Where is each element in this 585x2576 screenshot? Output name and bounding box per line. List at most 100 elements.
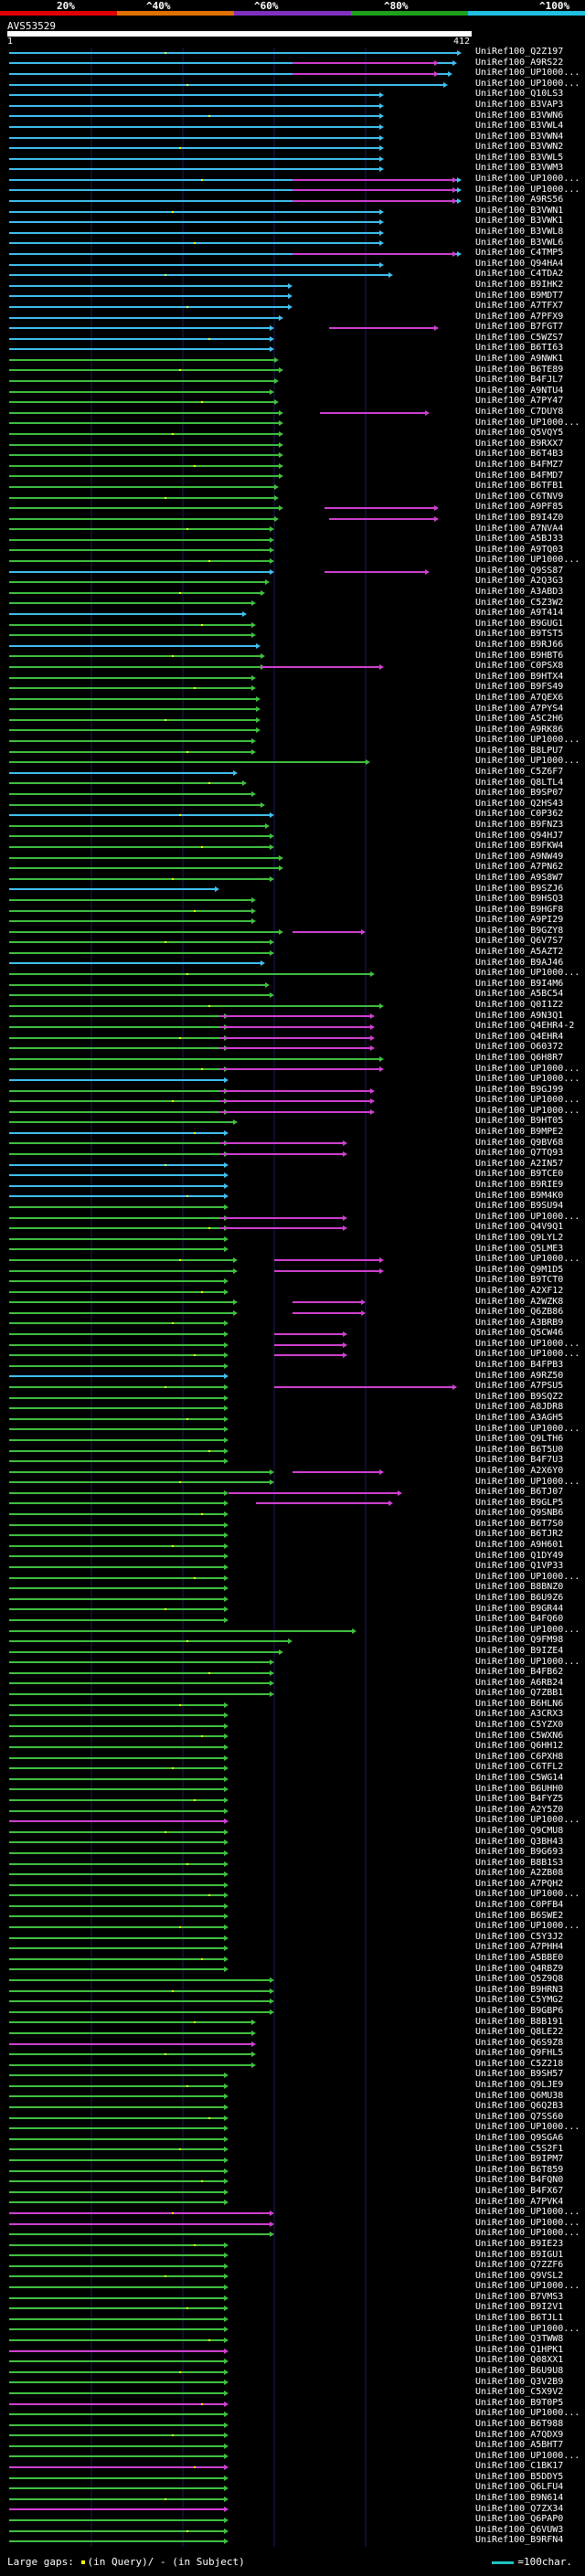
- hit-label[interactable]: UniRef100_B6TJ07: [475, 1487, 564, 1497]
- hit-label[interactable]: UniRef100_B3VWL5: [475, 153, 564, 163]
- hit-label[interactable]: UniRef100_A9PI29: [475, 915, 564, 925]
- hit-label[interactable]: UniRef100_A7PSU5: [475, 1381, 564, 1391]
- hit-label[interactable]: UniRef100_C5Y3J2: [475, 1932, 564, 1942]
- hit-label[interactable]: UniRef100_A9RS56: [475, 195, 564, 205]
- hit-label[interactable]: UniRef100_A9T414: [475, 608, 564, 618]
- hit-label[interactable]: UniRef100_B9I4Z0: [475, 513, 564, 523]
- hit-label[interactable]: UniRef100_B7FGT7: [475, 322, 564, 332]
- hit-label[interactable]: UniRef100_B9MDT7: [475, 291, 564, 301]
- hit-label[interactable]: UniRef100_C6PXH8: [475, 1752, 564, 1762]
- hit-label[interactable]: UniRef100_A5BHT7: [475, 2440, 564, 2450]
- hit-label[interactable]: UniRef100_Q5LME3: [475, 1244, 564, 1254]
- hit-label[interactable]: UniRef100_A7PVK4: [475, 2197, 564, 2207]
- hit-label[interactable]: UniRef100_B9SP07: [475, 788, 564, 798]
- hit-label[interactable]: UniRef100_A7PQH2: [475, 1879, 564, 1889]
- hit-label[interactable]: UniRef100_B6T4B3: [475, 449, 564, 459]
- hit-label[interactable]: UniRef100_B4FMZ7: [475, 460, 564, 470]
- hit-label[interactable]: UniRef100_B6U9U8: [475, 2366, 564, 2376]
- hit-label[interactable]: UniRef100_Q1HPK1: [475, 2345, 564, 2355]
- hit-label[interactable]: UniRef100_Q2HS43: [475, 799, 564, 809]
- hit-label[interactable]: UniRef100_A2ZB08: [475, 1868, 564, 1878]
- hit-label[interactable]: UniRef100_Q5Z9Q8: [475, 1974, 564, 1984]
- hit-label[interactable]: UniRef100_UP1000...: [475, 2228, 580, 2238]
- hit-label[interactable]: UniRef100_B9RFN4: [475, 2535, 564, 2545]
- hit-label[interactable]: UniRef100_Q7ZBB1: [475, 1688, 564, 1698]
- hit-label[interactable]: UniRef100_B9HSQ3: [475, 894, 564, 904]
- hit-label[interactable]: UniRef100_A7TFX7: [475, 301, 564, 311]
- hit-label[interactable]: UniRef100_B9GUG1: [475, 619, 564, 629]
- hit-label[interactable]: UniRef100_B8BNZ0: [475, 1582, 564, 1592]
- hit-label[interactable]: UniRef100_B9SU94: [475, 1201, 564, 1211]
- hit-label[interactable]: UniRef100_UP1000...: [475, 2207, 580, 2217]
- hit-label[interactable]: UniRef100_B9RXX7: [475, 439, 564, 449]
- hit-label[interactable]: UniRef100_B4FQN0: [475, 2175, 564, 2185]
- hit-label[interactable]: UniRef100_A9RZ50: [475, 1371, 564, 1381]
- hit-label[interactable]: UniRef100_A6RB24: [475, 1678, 564, 1688]
- hit-label[interactable]: UniRef100_A9PF85: [475, 502, 564, 512]
- hit-label[interactable]: UniRef100_Q9BV68: [475, 1138, 564, 1148]
- hit-label[interactable]: UniRef100_A2Y5Z0: [475, 1805, 564, 1815]
- hit-label[interactable]: UniRef100_B9GBP6: [475, 2006, 564, 2016]
- hit-label[interactable]: UniRef100_A5BC54: [475, 989, 564, 999]
- hit-label[interactable]: UniRef100_B9SH57: [475, 2069, 564, 2079]
- hit-label[interactable]: UniRef100_B8B191: [475, 2017, 564, 2027]
- hit-label[interactable]: UniRef100_C5X9V2: [475, 2387, 564, 2397]
- hit-label[interactable]: UniRef100_C5Z6F7: [475, 767, 564, 777]
- hit-label[interactable]: UniRef100_A3ABD3: [475, 587, 564, 597]
- hit-label[interactable]: UniRef100_Q1DY49: [475, 1551, 564, 1561]
- hit-label[interactable]: UniRef100_A7PY47: [475, 396, 564, 406]
- hit-label[interactable]: UniRef100_B9HGF8: [475, 905, 564, 915]
- hit-label[interactable]: UniRef100_A2WZK8: [475, 1297, 564, 1307]
- hit-label[interactable]: UniRef100_Q9SGA6: [475, 2133, 564, 2143]
- hit-label[interactable]: UniRef100_A3AGH5: [475, 1413, 564, 1423]
- hit-label[interactable]: UniRef100_B6T7S0: [475, 1519, 564, 1529]
- hit-label[interactable]: UniRef100_B6TI63: [475, 343, 564, 353]
- hit-label[interactable]: UniRef100_UP1000...: [475, 79, 580, 89]
- hit-label[interactable]: UniRef100_A7NVA4: [475, 524, 564, 534]
- hit-label[interactable]: UniRef100_UP1000...: [475, 1657, 580, 1667]
- hit-label[interactable]: UniRef100_B9FKW4: [475, 841, 564, 851]
- hit-label[interactable]: UniRef100_Q3V2B9: [475, 2377, 564, 2387]
- hit-label[interactable]: UniRef100_C4TDA2: [475, 269, 564, 279]
- hit-label[interactable]: UniRef100_Q08XX1: [475, 2355, 564, 2365]
- hit-label[interactable]: UniRef100_B9N614: [475, 2493, 564, 2503]
- hit-label[interactable]: UniRef100_Q5CW46: [475, 1328, 564, 1338]
- hit-label[interactable]: UniRef100_B9HTX4: [475, 672, 564, 682]
- hit-label[interactable]: UniRef100_A5AZT2: [475, 947, 564, 957]
- hit-label[interactable]: UniRef100_A5BBE0: [475, 1953, 564, 1963]
- hit-label[interactable]: UniRef100_C5Z218: [475, 2059, 564, 2069]
- hit-label[interactable]: UniRef100_Q9SNB6: [475, 1508, 564, 1518]
- hit-label[interactable]: UniRef100_Q6Q2B3: [475, 2101, 564, 2111]
- hit-label[interactable]: UniRef100_B8B1S3: [475, 1858, 564, 1868]
- hit-label[interactable]: UniRef100_A9NWK1: [475, 354, 564, 364]
- hit-label[interactable]: UniRef100_UP1000...: [475, 2122, 580, 2132]
- hit-label[interactable]: UniRef100_C4TMP5: [475, 248, 564, 258]
- hit-label[interactable]: UniRef100_C1BK17: [475, 2461, 564, 2471]
- hit-label[interactable]: UniRef100_Q4V9Q1: [475, 1222, 564, 1232]
- hit-label[interactable]: UniRef100_B9TST5: [475, 629, 564, 639]
- hit-label[interactable]: UniRef100_B3VWL4: [475, 121, 564, 131]
- hit-label[interactable]: UniRef100_A9NW49: [475, 852, 564, 862]
- hit-label[interactable]: UniRef100_Q9SS87: [475, 566, 564, 576]
- hit-label[interactable]: UniRef100_Q2Z197: [475, 47, 564, 57]
- hit-label[interactable]: UniRef100_Q4EHR4: [475, 1032, 564, 1042]
- hit-label[interactable]: UniRef100_A5C2H6: [475, 714, 564, 724]
- hit-label[interactable]: UniRef100_B4FB62: [475, 1667, 564, 1677]
- hit-label[interactable]: UniRef100_UP1000...: [475, 68, 580, 78]
- hit-label[interactable]: UniRef100_B3VWN4: [475, 132, 564, 142]
- hit-label[interactable]: UniRef100_Q10LS3: [475, 89, 564, 99]
- hit-label[interactable]: UniRef100_A9N3Q1: [475, 1011, 564, 1021]
- hit-label[interactable]: UniRef100_A2X6Y0: [475, 1466, 564, 1476]
- hit-label[interactable]: UniRef100_Q9VSL2: [475, 2271, 564, 2281]
- hit-label[interactable]: UniRef100_B3VWN6: [475, 111, 564, 121]
- hit-label[interactable]: UniRef100_UP1000...: [475, 1339, 580, 1349]
- hit-label[interactable]: UniRef100_UP1000...: [475, 2408, 580, 2418]
- hit-label[interactable]: UniRef100_Q94HA4: [475, 259, 564, 269]
- hit-label[interactable]: UniRef100_Q6S9Z8: [475, 2038, 564, 2048]
- hit-label[interactable]: UniRef100_C5Z3W2: [475, 598, 564, 608]
- hit-label[interactable]: UniRef100_UP1000...: [475, 735, 580, 745]
- hit-label[interactable]: UniRef100_B9TCE0: [475, 1169, 564, 1179]
- hit-label[interactable]: UniRef100_Q6V7S7: [475, 936, 564, 946]
- hit-label[interactable]: UniRef100_A9S8W7: [475, 873, 564, 883]
- hit-label[interactable]: UniRef100_Q9CMU8: [475, 1826, 564, 1836]
